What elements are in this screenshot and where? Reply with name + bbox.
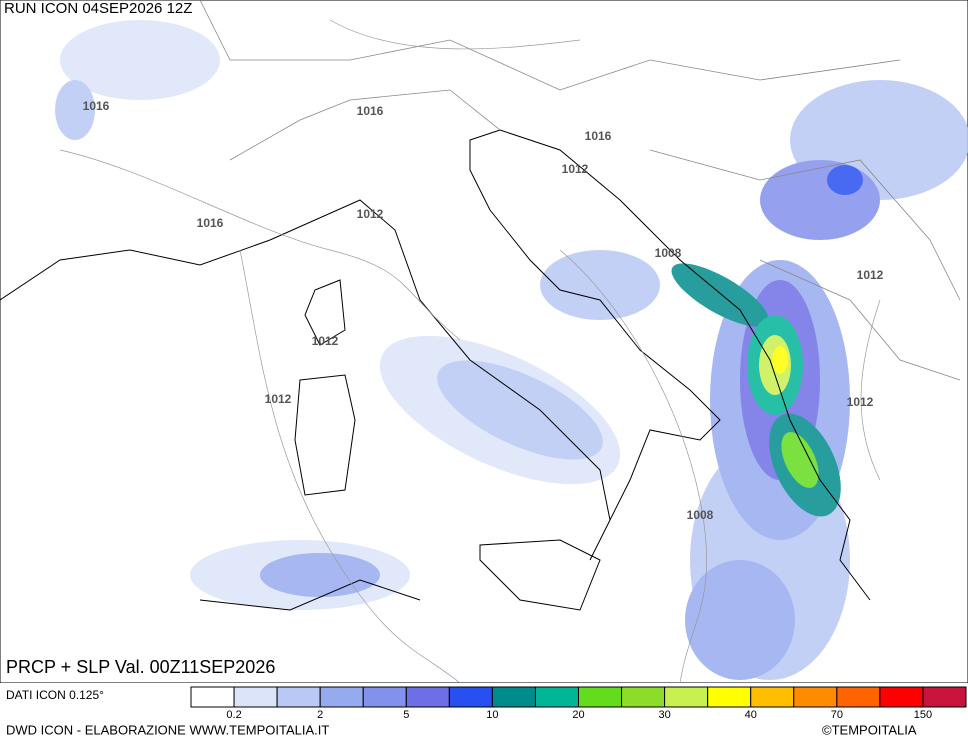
colorbar-swatch	[707, 686, 752, 708]
colorbar-label: 150	[914, 709, 932, 721]
borders	[199, 0, 961, 381]
colorbar-swatch	[621, 686, 666, 708]
colorbar-label: 70	[831, 709, 843, 721]
logo-label: ©TEMPOITALIA	[822, 722, 917, 737]
colorbar-swatch	[922, 686, 967, 708]
colorbar-label: 5	[403, 709, 409, 721]
precipitation	[55, 20, 968, 680]
credit-label: DWD ICON - ELABORAZIONE WWW.TEMPOITALIA.…	[6, 722, 329, 737]
isobar-label: 1012	[562, 162, 589, 176]
map-title: PRCP + SLP Val. 00Z11SEP2026	[6, 657, 275, 677]
colorbar-swatch	[491, 686, 536, 708]
isobar-label: 1008	[655, 246, 682, 260]
colorbar-swatch	[836, 686, 881, 708]
colorbar-swatch	[664, 686, 709, 708]
isobars	[59, 19, 881, 684]
colorbar-swatch	[750, 686, 795, 708]
colorbar-swatch	[190, 686, 235, 708]
isobar-label: 1012	[857, 268, 884, 282]
colorbar-label: 40	[745, 709, 757, 721]
isobar-label: 1008	[687, 508, 714, 522]
colorbar-swatch	[448, 686, 493, 708]
colorbar-label: 10	[486, 709, 498, 721]
source-label: DATI ICON 0.125°	[6, 688, 104, 702]
isobar-label: 1016	[585, 129, 612, 143]
isobar-label: 1012	[312, 334, 339, 348]
colorbar-swatch	[319, 686, 364, 708]
isobar-label: 1016	[357, 104, 384, 118]
colorbar-swatch	[879, 686, 924, 708]
colorbar-swatch	[362, 686, 407, 708]
isobar-label: 1012	[847, 395, 874, 409]
colorbar-swatch	[793, 686, 838, 708]
colorbar-swatch	[276, 686, 321, 708]
isobar-label: 1016	[83, 99, 110, 113]
colorbar-swatch	[233, 686, 278, 708]
colorbar-swatch	[578, 686, 623, 708]
colorbar-label: 0.2	[226, 709, 241, 721]
isobar-label: 1016	[197, 216, 224, 230]
colorbar-label: 30	[658, 709, 670, 721]
run-label: RUN ICON 04SEP2026 12Z	[4, 0, 192, 17]
colorbar: 0.2 2 5 10 20 30 40 70 150	[190, 686, 967, 721]
colorbar-label: 2	[317, 709, 323, 721]
colorbar-label: 20	[572, 709, 584, 721]
colorbar-swatch	[405, 686, 450, 708]
colorbar-swatch	[534, 686, 580, 708]
isobar-label: 1012	[357, 207, 384, 221]
coastlines	[0, 129, 871, 611]
isobar-label: 1012	[265, 392, 292, 406]
